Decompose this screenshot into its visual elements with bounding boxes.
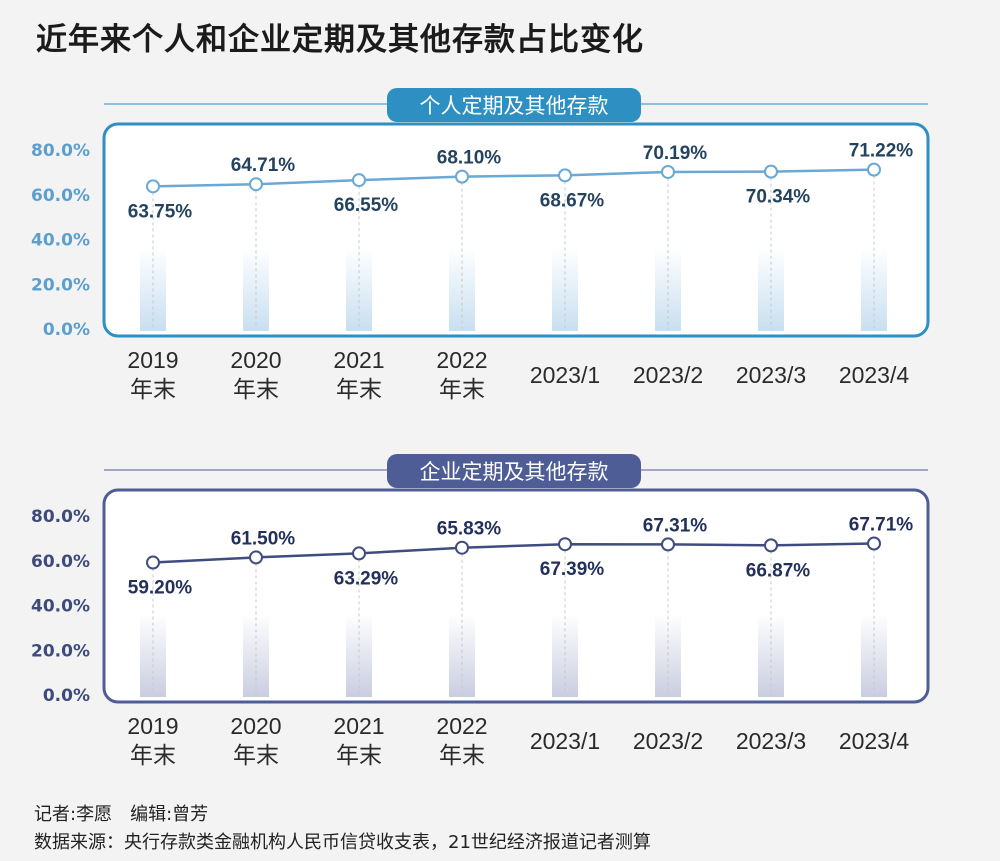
page-title: 近年来个人和企业定期及其他存款占比变化	[36, 22, 644, 58]
series-line	[152, 168, 875, 188]
x-tick-label: 2022	[436, 347, 487, 373]
y-tick-label: 40.0%	[31, 597, 90, 617]
y-tick-label: 60.0%	[31, 186, 90, 206]
data-label: 68.10%	[437, 148, 502, 169]
data-point	[661, 537, 675, 552]
x-tick-label: 2021	[333, 347, 384, 373]
x-tick-label-sub: 年末	[439, 742, 485, 768]
data-point	[146, 179, 160, 194]
column-shade	[449, 248, 475, 331]
x-tick-label-sub: 年末	[336, 742, 382, 768]
x-tick-label: 2023/4	[839, 362, 910, 388]
data-label: 67.39%	[540, 559, 605, 580]
data-label: 65.83%	[437, 519, 502, 540]
data-label: 66.87%	[746, 560, 811, 581]
data-point	[867, 536, 881, 551]
plot-frame	[102, 122, 930, 338]
y-tick-label: 40.0%	[31, 231, 90, 251]
y-tick-label: 0.0%	[43, 320, 90, 340]
x-tick-label: 2020	[230, 347, 281, 373]
data-point	[455, 540, 469, 555]
y-tick-label: 20.0%	[31, 641, 90, 661]
x-tick-label-sub: 年末	[130, 742, 176, 768]
y-tick-label: 60.0%	[31, 552, 90, 572]
x-tick-label-sub: 年末	[233, 742, 279, 768]
credits-text: 记者:李愿 编辑:曾芳	[34, 804, 209, 825]
x-tick-label: 2022	[436, 713, 487, 739]
chart-title: 企业定期及其他存款	[420, 460, 609, 484]
data-point	[455, 169, 469, 184]
data-point	[146, 555, 160, 570]
data-label: 66.55%	[334, 195, 399, 216]
data-point	[352, 173, 366, 188]
x-tick-label-sub: 年末	[233, 376, 279, 402]
data-label: 59.20%	[128, 578, 193, 599]
chart-title-banner	[387, 454, 641, 488]
x-tick-label-sub: 年末	[336, 376, 382, 402]
series-line	[152, 542, 875, 564]
x-tick-label: 2023/1	[530, 362, 600, 388]
data-label: 67.31%	[643, 515, 708, 536]
x-tick-label: 2023/1	[530, 728, 600, 754]
x-tick-label: 2019	[127, 713, 178, 739]
x-tick-label-sub: 年末	[130, 376, 176, 402]
data-point	[558, 168, 572, 183]
x-tick-label-sub: 年末	[439, 376, 485, 402]
data-label: 63.29%	[334, 568, 399, 589]
x-tick-label: 2023/4	[839, 728, 910, 754]
y-tick-label: 0.0%	[43, 686, 90, 706]
data-label: 71.22%	[849, 141, 914, 162]
x-tick-label: 2023/3	[736, 728, 806, 754]
data-label: 67.71%	[849, 514, 914, 535]
x-tick-label: 2023/2	[633, 362, 703, 388]
chart-title: 个人定期及其他存款	[420, 94, 609, 118]
y-tick-label: 80.0%	[31, 141, 90, 161]
data-point	[352, 546, 366, 561]
data-point	[867, 162, 881, 177]
data-label: 64.71%	[231, 155, 296, 176]
personal-deposit-chart: 个人定期及其他存款 0.0% 20.0% 40.0% 60.0% 80.0% 63.75% 6…	[31, 88, 930, 402]
data-label: 63.75%	[128, 201, 193, 222]
data-point	[249, 177, 263, 192]
data-point	[764, 538, 778, 553]
x-tick-label: 2023/3	[736, 362, 806, 388]
plot-frame	[102, 488, 930, 704]
y-tick-label: 80.0%	[31, 507, 90, 527]
data-label: 70.34%	[746, 187, 811, 208]
enterprise-deposit-chart: 企业定期及其他存款 0.0% 20.0% 40.0% 60.0% 80.0% 59.20% 6…	[31, 454, 930, 768]
chart-title-banner	[387, 88, 641, 122]
x-tick-label: 2020	[230, 713, 281, 739]
data-label: 61.50%	[231, 528, 296, 549]
x-tick-label: 2021	[333, 713, 384, 739]
data-point	[764, 164, 778, 179]
y-tick-label: 20.0%	[31, 275, 90, 295]
x-tick-label: 2019	[127, 347, 178, 373]
data-point	[249, 550, 263, 565]
data-label: 70.19%	[643, 143, 708, 164]
data-label: 68.67%	[540, 190, 605, 211]
source-text: 数据来源：央行存款类金融机构人民币信贷收支表，21世纪经济报道记者测算	[34, 832, 651, 853]
data-point	[558, 537, 572, 552]
data-point	[661, 164, 675, 179]
column-shade	[861, 614, 887, 697]
x-tick-label: 2023/2	[633, 728, 703, 754]
